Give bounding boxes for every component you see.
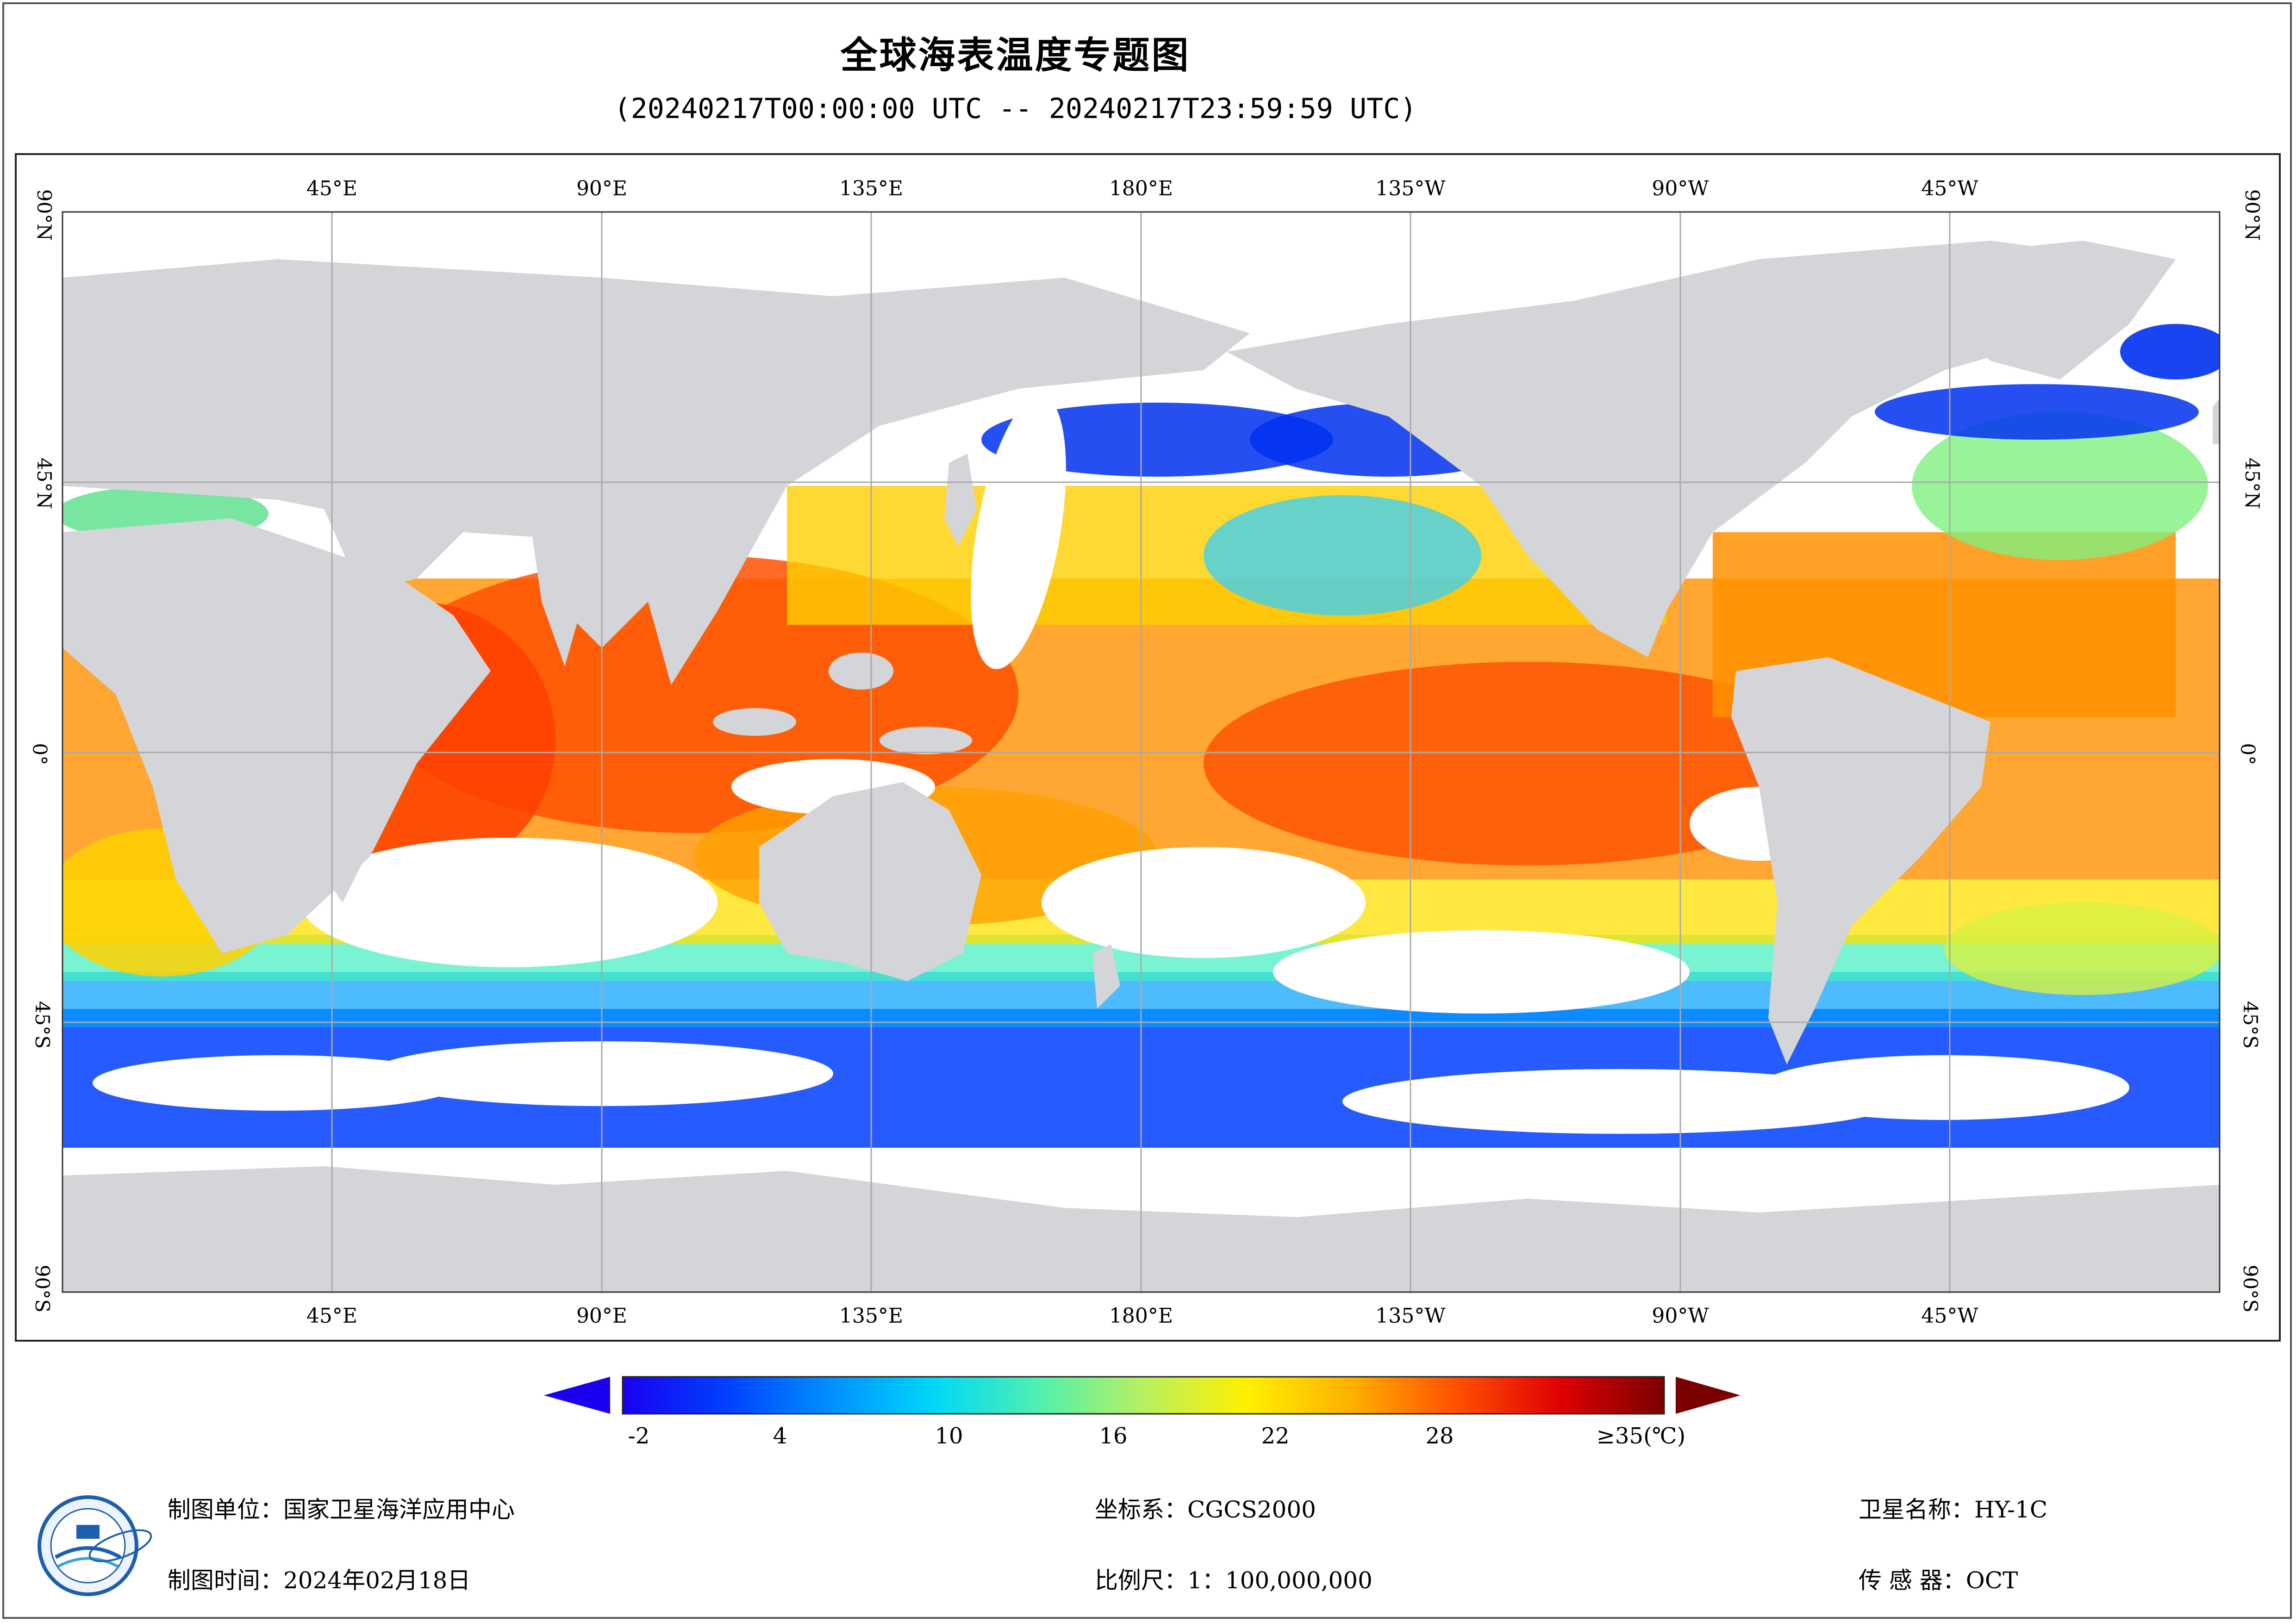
colorbar-label: 4: [773, 1423, 787, 1449]
lon-tick-bottom: 90°E: [576, 1304, 628, 1328]
lon-tick-bottom: 180°E: [1109, 1304, 1173, 1328]
lat-tick-left: 45°N: [33, 457, 56, 510]
footer-scale-value: 1：100,000,000: [1187, 1567, 1373, 1594]
footer-time: 制图时间：2024年02月18日: [168, 1562, 471, 1595]
lon-tick-bottom: 90°W: [1652, 1304, 1709, 1328]
lon-tick-bottom: 45°E: [306, 1304, 358, 1328]
footer-crs-value: CGCS2000: [1187, 1496, 1316, 1523]
map-title: 全球海表温度专题图: [840, 34, 1191, 77]
lat-tick-right: 0°: [2236, 743, 2259, 765]
colorbar-label: 28: [1425, 1423, 1454, 1449]
footer-org: 制图单位：国家卫星海洋应用中心: [168, 1491, 515, 1524]
lon-tick-top: 135°E: [839, 177, 904, 200]
sst-colorbar: [544, 1376, 1741, 1415]
footer-sensor: 传 感 器：OCT: [1859, 1562, 2018, 1595]
footer-sat-value: HY-1C: [1974, 1496, 2048, 1523]
lon-tick-top: 90°E: [576, 177, 628, 200]
lon-tick-top: 180°E: [1109, 177, 1173, 200]
colorbar-label: 22: [1261, 1423, 1290, 1449]
colorbar-min-arrow: [544, 1377, 610, 1414]
footer-sensor-label: 传 感 器：: [1859, 1567, 1966, 1594]
lon-tick-bottom: 135°W: [1375, 1304, 1446, 1328]
lon-tick-top: 90°W: [1652, 177, 1709, 200]
lon-tick-top: 135°W: [1375, 177, 1446, 200]
lat-tick-right: 45°N: [2241, 457, 2264, 510]
lon-tick-top: 45°E: [306, 177, 358, 200]
footer-satellite: 卫星名称：HY-1C: [1859, 1491, 2047, 1524]
lat-tick-left: 90°S: [31, 1264, 54, 1313]
nsoas-logo: [37, 1495, 152, 1596]
colorbar-unit-label: ≥35(℃): [1596, 1423, 1686, 1449]
footer-sensor-value: OCT: [1965, 1567, 2018, 1594]
footer-scale-label: 比例尺：: [1095, 1567, 1187, 1594]
lon-tick-top: 45°W: [1921, 177, 1978, 200]
map-time-range: (20240217T00:00:00 UTC -- 20240217T23:59…: [614, 93, 1417, 125]
lat-tick-left: 90°N: [33, 189, 56, 241]
colorbar-label: 16: [1099, 1423, 1128, 1449]
footer-time-label: 制图时间：: [168, 1567, 283, 1594]
footer-crs-label: 坐标系：: [1095, 1496, 1187, 1523]
footer-time-value: 2024年02月18日: [283, 1567, 471, 1594]
lat-tick-right: 90°N: [2241, 189, 2264, 241]
footer-scale: 比例尺：1：100,000,000: [1095, 1562, 1373, 1595]
lat-tick-left: 0°: [28, 743, 51, 765]
footer-org-value: 国家卫星海洋应用中心: [283, 1496, 515, 1523]
lon-tick-bottom: 135°E: [839, 1304, 904, 1328]
colorbar-max-arrow: [1676, 1377, 1741, 1414]
lat-tick-right: 45°S: [2239, 1001, 2262, 1049]
colorbar-label: -2: [628, 1423, 650, 1449]
graticule: [62, 212, 2220, 1292]
colorbar-label: 10: [935, 1423, 963, 1449]
footer-crs: 坐标系：CGCS2000: [1095, 1491, 1316, 1524]
lon-tick-bottom: 45°W: [1921, 1304, 1978, 1328]
lat-tick-right: 90°S: [2239, 1264, 2262, 1313]
footer-sat-label: 卫星名称：: [1859, 1496, 1974, 1523]
colorbar-gradient: [622, 1376, 1665, 1415]
lat-tick-left: 45°S: [31, 1001, 54, 1049]
footer-org-label: 制图单位：: [168, 1496, 283, 1523]
